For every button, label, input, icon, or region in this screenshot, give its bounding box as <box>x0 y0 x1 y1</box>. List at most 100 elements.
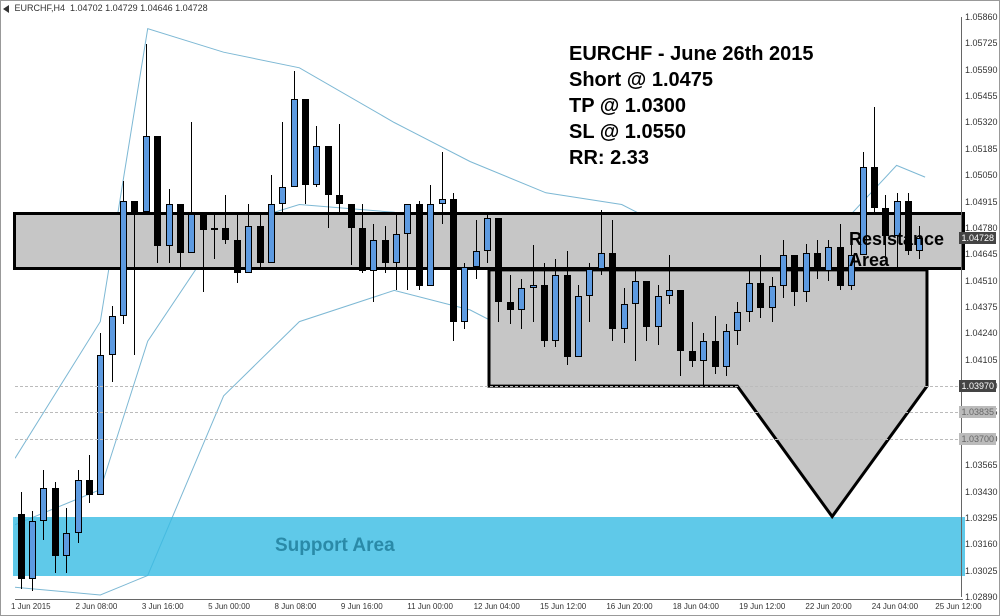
candle-body <box>154 136 161 246</box>
y-tick: 1.05050 <box>965 170 998 180</box>
price-marker-faded: 1.03835 <box>959 406 996 418</box>
annotation-line: TP @ 1.0300 <box>569 93 814 119</box>
candle-body <box>507 302 514 310</box>
y-tick: 1.05185 <box>965 144 998 154</box>
candle-body <box>348 204 355 227</box>
back-arrow-icon <box>3 5 9 13</box>
candle-body <box>439 199 446 205</box>
candle-wick <box>214 214 215 259</box>
candle-body <box>586 269 593 296</box>
x-axis: 1 Jun 20152 Jun 08:003 Jun 16:005 Jun 00… <box>15 599 963 615</box>
x-tick: 24 Jun 04:00 <box>872 602 918 611</box>
candle-body <box>723 331 730 366</box>
down-arrow-annotation <box>15 17 963 597</box>
y-tick: 1.04510 <box>965 276 998 286</box>
candle-body <box>643 281 650 328</box>
x-tick: 11 Jun 00:00 <box>407 602 453 611</box>
support-zone <box>13 517 965 576</box>
candle-body <box>257 226 264 263</box>
chart-title-bar: EURCHF,H4 1.04702 1.04729 1.04646 1.0472… <box>3 3 208 13</box>
candle-body <box>86 480 93 496</box>
candle-body <box>29 521 36 580</box>
candle-body <box>234 240 241 273</box>
candle-body <box>382 240 389 263</box>
candle-body <box>143 136 150 212</box>
candle-body <box>518 288 525 309</box>
x-tick: 19 Jun 12:00 <box>739 602 785 611</box>
symbol-timeframe: EURCHF,H4 <box>15 3 66 13</box>
candle-body <box>336 195 343 205</box>
plot-area[interactable]: EURCHF - June 26th 2015Short @ 1.0475TP … <box>15 17 963 597</box>
candle-body <box>803 253 810 292</box>
candle-wick <box>510 275 511 324</box>
candle-body <box>291 99 298 187</box>
y-tick: 1.05590 <box>965 65 998 75</box>
candle-body <box>780 255 787 286</box>
x-tick: 12 Jun 04:00 <box>474 602 520 611</box>
candle-wick <box>669 255 670 304</box>
x-tick: 2 Jun 08:00 <box>75 602 117 611</box>
candle-body <box>302 99 309 185</box>
candle-body <box>97 355 104 496</box>
candle-body <box>541 285 548 342</box>
annotation-line: Short @ 1.0475 <box>569 67 814 93</box>
candle-body <box>825 247 832 270</box>
candle-body <box>450 199 457 322</box>
y-tick: 1.04645 <box>965 249 998 259</box>
candle-body <box>757 283 764 308</box>
candle-body <box>325 146 332 195</box>
y-tick: 1.05455 <box>965 91 998 101</box>
candle-body <box>530 285 537 289</box>
candle-body <box>370 240 377 271</box>
candle-body <box>484 218 491 251</box>
x-tick: 22 Jun 20:00 <box>805 602 851 611</box>
x-tick: 1 Jun 2015 <box>11 602 51 611</box>
y-tick: 1.03565 <box>965 460 998 470</box>
candle-body <box>495 218 502 302</box>
candle-body <box>188 214 195 253</box>
price-level-line <box>15 439 963 440</box>
price-marker-faded: 1.03700 <box>959 433 996 445</box>
trade-annotation: EURCHF - June 26th 2015Short @ 1.0475TP … <box>569 41 814 171</box>
candle-body <box>222 228 229 240</box>
x-tick: 3 Jun 16:00 <box>142 602 184 611</box>
y-tick: 1.04375 <box>965 302 998 312</box>
y-tick: 1.03160 <box>965 539 998 549</box>
candle-body <box>200 214 207 230</box>
resistance-label: Resistance Area <box>849 229 963 271</box>
candle-wick <box>134 201 135 355</box>
chart-window[interactable]: EURCHF,H4 1.04702 1.04729 1.04646 1.0472… <box>0 0 1000 616</box>
candle-body <box>677 290 684 351</box>
candle-body <box>632 281 639 304</box>
candle-body <box>131 201 138 213</box>
candle-body <box>689 351 696 361</box>
candle-body <box>120 201 127 316</box>
candle-body <box>268 204 275 263</box>
price-marker: 1.04728 <box>959 232 996 244</box>
candle-body <box>712 341 719 366</box>
candle-body <box>575 296 582 357</box>
price-level-line <box>15 412 963 413</box>
candle-body <box>746 283 753 312</box>
candle-body <box>461 267 468 322</box>
ohlc-readout: 1.04702 1.04729 1.04646 1.04728 <box>70 3 208 13</box>
candle-body <box>245 226 252 273</box>
candle-body <box>52 488 59 556</box>
x-tick: 5 Jun 00:00 <box>208 602 250 611</box>
bollinger-lines <box>15 17 963 597</box>
y-axis: 1.058601.057251.055901.054551.053201.051… <box>961 17 999 597</box>
candle-body <box>814 253 821 271</box>
candle-body <box>18 514 25 579</box>
candle-body <box>473 251 480 267</box>
candle-body <box>609 253 616 329</box>
y-tick: 1.05725 <box>965 38 998 48</box>
candle-body <box>769 286 776 307</box>
x-tick: 8 Jun 08:00 <box>275 602 317 611</box>
candle-body <box>734 312 741 332</box>
candle-body <box>598 253 605 269</box>
candle-body <box>791 255 798 292</box>
candle-body <box>75 480 82 533</box>
candle-body <box>621 304 628 329</box>
y-tick: 1.02890 <box>965 592 998 602</box>
candle-body <box>177 204 184 253</box>
